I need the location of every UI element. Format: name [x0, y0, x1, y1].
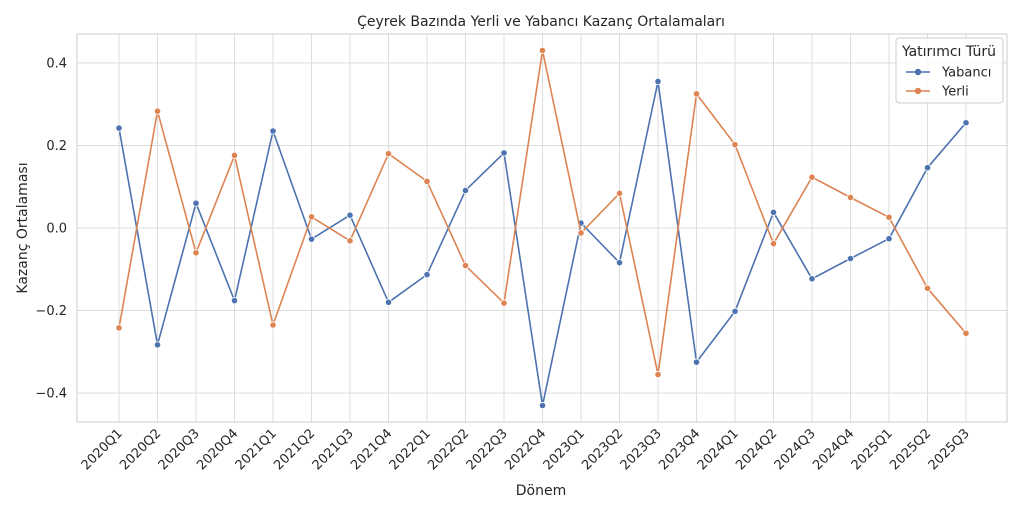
- data-point: [769, 208, 778, 216]
- data-point: [808, 173, 816, 181]
- legend-box: [895, 37, 1004, 104]
- data-point: [307, 213, 316, 221]
- data-point: [923, 164, 932, 172]
- data-point: [615, 259, 624, 267]
- data-point: [692, 90, 701, 98]
- y-tick-label: 0.4: [46, 56, 67, 71]
- data-point: [269, 127, 277, 135]
- data-point: [615, 189, 624, 197]
- data-point: [731, 141, 739, 149]
- data-point: [115, 124, 123, 132]
- data-point: [346, 211, 354, 219]
- data-point: [500, 149, 508, 157]
- data-point: [538, 46, 547, 55]
- legend-marker: [914, 68, 922, 76]
- plot-frame: [76, 33, 1008, 423]
- legend-marker: [914, 87, 922, 95]
- data-point: [654, 370, 662, 379]
- data-point: [153, 107, 162, 115]
- legend: Yatırımcı Türü Yabancı Yerli: [895, 37, 1004, 104]
- data-point: [923, 284, 932, 292]
- data-point: [384, 150, 393, 158]
- data-point: [846, 193, 855, 202]
- grid: [77, 34, 1007, 422]
- data-point: [230, 151, 239, 159]
- data-point: [192, 199, 200, 207]
- data-point: [962, 119, 970, 127]
- legend-items: Yabancı Yerli: [906, 66, 991, 100]
- series-Yabancı: [115, 77, 970, 410]
- data-point: [230, 297, 239, 305]
- data-point: [885, 213, 893, 221]
- x-axis-title: Dönem: [516, 483, 566, 499]
- chart-title: Çeyrek Bazında Yerli ve Yabancı Kazanç O…: [357, 14, 725, 30]
- data-point: [423, 271, 431, 279]
- data-point: [307, 235, 316, 243]
- data-point: [885, 235, 893, 243]
- data-point: [846, 254, 855, 263]
- data-point: [461, 186, 470, 195]
- data-point: [577, 229, 585, 237]
- data-point: [808, 275, 816, 283]
- y-tick-label: −0.4: [35, 387, 67, 402]
- data-point: [346, 237, 354, 245]
- data-point: [538, 401, 547, 410]
- data-point: [692, 358, 701, 366]
- y-tick-label: 0.0: [46, 222, 67, 237]
- series-Yerli: [115, 46, 970, 379]
- data-point: [115, 324, 123, 332]
- data-point: [423, 177, 431, 185]
- data-point: [654, 77, 662, 86]
- data-point: [769, 240, 778, 248]
- data-point: [269, 321, 277, 329]
- y-tick-label: −0.2: [35, 304, 67, 319]
- y-axis-ticks: 0.4 0.2 0.0 −0.2 −0.4: [35, 56, 67, 401]
- data-point: [192, 249, 200, 257]
- y-axis-title: Kazanç Ortalaması: [15, 162, 31, 293]
- legend-label: Yabancı: [941, 66, 991, 81]
- y-tick-label: 0.2: [46, 139, 67, 154]
- data-point: [962, 329, 970, 337]
- data-point: [731, 307, 739, 315]
- legend-label: Yerli: [941, 85, 969, 100]
- data-point: [384, 298, 393, 306]
- data-point: [461, 261, 470, 270]
- data-point: [153, 341, 162, 349]
- series: [115, 46, 970, 410]
- data-point: [500, 299, 508, 307]
- legend-title: Yatırımcı Türü: [901, 44, 996, 60]
